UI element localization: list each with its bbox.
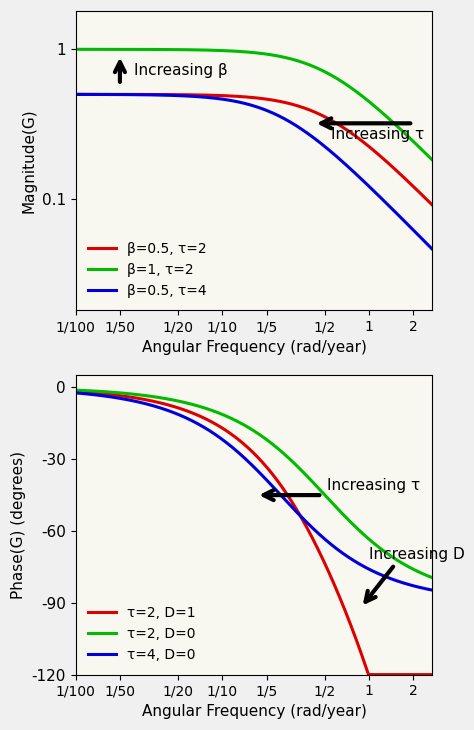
Y-axis label: Phase(G) (degrees): Phase(G) (degrees) [11, 451, 26, 599]
τ=2, D=1 [73, 387, 79, 396]
Line: β=0.5, τ=4: β=0.5, τ=4 [76, 94, 439, 256]
β=0.5, τ=2 [114, 90, 120, 99]
β=0.5, τ=4 [429, 245, 435, 253]
τ=2, D=0 [114, 388, 120, 397]
β=0.5, τ=4 [136, 91, 142, 99]
τ=2, D=1 [429, 670, 435, 679]
τ=2, D=1 [228, 429, 234, 438]
Line: τ=4, D=0: τ=4, D=0 [76, 393, 439, 591]
τ=2, D=1 [390, 670, 396, 679]
τ=4, D=0 [73, 388, 79, 397]
β=1, τ=2 [390, 118, 396, 126]
τ=4, D=0 [212, 430, 218, 439]
Text: Increasing β: Increasing β [134, 63, 228, 78]
τ=4, D=0 [228, 442, 234, 450]
τ=2, D=0 [212, 407, 218, 416]
β=0.5, τ=2 [228, 91, 234, 100]
β=0.5, τ=2 [136, 90, 142, 99]
Line: β=0.5, τ=2: β=0.5, τ=2 [76, 94, 439, 212]
β=0.5, τ=4 [436, 252, 442, 261]
Legend: β=0.5, τ=2, β=1, τ=2, β=0.5, τ=4: β=0.5, τ=2, β=1, τ=2, β=0.5, τ=4 [82, 237, 212, 304]
Text: Increasing D: Increasing D [369, 548, 465, 562]
β=0.5, τ=2 [436, 207, 442, 216]
τ=2, D=0 [436, 576, 442, 585]
β=0.5, τ=4 [212, 94, 218, 103]
β=0.5, τ=4 [228, 96, 234, 105]
τ=4, D=0 [114, 393, 120, 402]
β=1, τ=2 [228, 47, 234, 55]
τ=4, D=0 [429, 585, 435, 594]
β=0.5, τ=2 [212, 91, 218, 100]
τ=2, D=1 [114, 391, 120, 399]
β=0.5, τ=2 [390, 163, 396, 172]
τ=2, D=1 [212, 420, 218, 429]
Text: Increasing τ: Increasing τ [331, 127, 424, 142]
τ=4, D=0 [436, 587, 442, 596]
τ=4, D=0 [390, 575, 396, 584]
β=1, τ=2 [73, 45, 79, 54]
β=1, τ=2 [212, 46, 218, 55]
β=0.5, τ=4 [390, 205, 396, 214]
Text: Increasing τ: Increasing τ [328, 478, 420, 493]
β=1, τ=2 [436, 162, 442, 171]
τ=2, D=0 [73, 385, 79, 394]
Line: β=1, τ=2: β=1, τ=2 [76, 50, 439, 166]
τ=2, D=0 [429, 573, 435, 582]
Legend: τ=2, D=1, τ=2, D=0, τ=4, D=0: τ=2, D=1, τ=2, D=0, τ=4, D=0 [82, 601, 201, 668]
τ=2, D=0 [228, 414, 234, 423]
X-axis label: Angular Frequency (rad/year): Angular Frequency (rad/year) [142, 339, 366, 355]
τ=2, D=1 [365, 670, 371, 679]
Line: τ=2, D=0: τ=2, D=0 [76, 390, 439, 580]
τ=2, D=1 [436, 670, 442, 679]
β=1, τ=2 [136, 45, 142, 54]
τ=2, D=1 [136, 394, 142, 403]
X-axis label: Angular Frequency (rad/year): Angular Frequency (rad/year) [142, 704, 366, 719]
β=1, τ=2 [429, 155, 435, 164]
β=0.5, τ=4 [73, 90, 79, 99]
τ=2, D=0 [390, 553, 396, 561]
τ=2, D=0 [136, 391, 142, 399]
β=0.5, τ=2 [73, 90, 79, 99]
β=1, τ=2 [114, 45, 120, 54]
Line: τ=2, D=1: τ=2, D=1 [76, 391, 439, 675]
τ=4, D=0 [136, 398, 142, 407]
Y-axis label: Magnitude(G): Magnitude(G) [21, 108, 36, 213]
β=0.5, τ=2 [429, 200, 435, 209]
β=0.5, τ=4 [114, 90, 120, 99]
